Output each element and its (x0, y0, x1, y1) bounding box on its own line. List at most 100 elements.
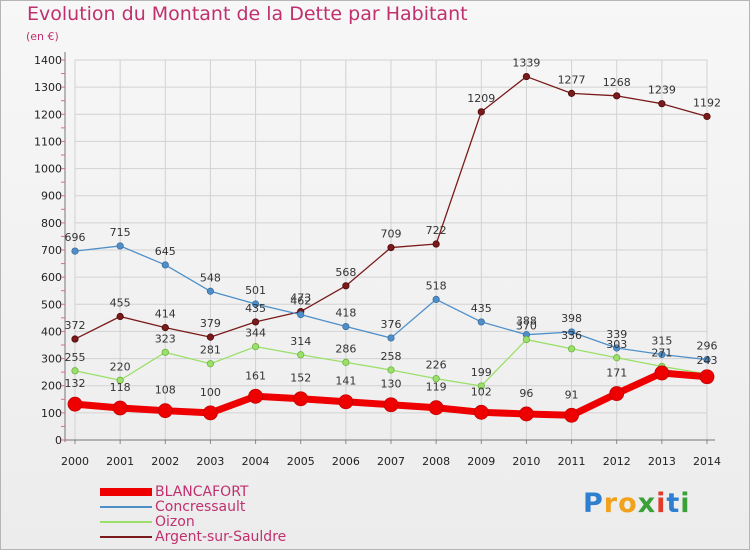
data-label-oizon: 303 (606, 338, 627, 351)
data-point-argent-sur-sauldre (116, 312, 124, 321)
data-label-blancafort: 130 (381, 378, 402, 391)
logo-letter: o (618, 488, 638, 519)
data-label-blancafort: 161 (245, 369, 266, 382)
data-point-blancafort (564, 407, 579, 423)
y-tick-label: 1100 (34, 135, 62, 148)
data-label-concressault: 501 (245, 284, 266, 297)
data-point-concressault (432, 295, 440, 303)
legend-item: Oizon (100, 514, 360, 530)
logo-letter: i (680, 488, 691, 519)
data-label-oizon: 314 (290, 335, 311, 348)
y-tick-label: 1000 (34, 163, 62, 176)
data-label-concressault: 548 (200, 271, 221, 284)
proxiti-logo: Proxiti (583, 488, 691, 519)
data-label-blancafort: 118 (110, 381, 131, 394)
data-label-oizon: 286 (335, 342, 356, 355)
logo-letter: i (656, 488, 667, 519)
data-point-argent-sur-sauldre (567, 89, 576, 97)
data-point-blancafort (654, 365, 670, 381)
data-point-blancafort (338, 394, 354, 410)
data-label-oizon: 220 (110, 360, 131, 373)
data-point-argent-sur-sauldre (387, 243, 395, 252)
data-label-argent-sur-sauldre: 372 (65, 319, 86, 332)
data-label-blancafort: 91 (565, 388, 579, 401)
logo-letter: r (603, 488, 619, 519)
legend-swatch (100, 536, 152, 538)
x-tick-label: 2013 (648, 455, 676, 468)
data-label-blancafort: 141 (335, 375, 356, 388)
data-label-blancafort: 119 (426, 381, 447, 394)
data-label-argent-sur-sauldre: 473 (290, 292, 311, 305)
data-point-argent-sur-sauldre (432, 240, 440, 248)
data-point-concressault (567, 328, 576, 336)
data-point-concressault (161, 261, 169, 269)
data-label-blancafort: 132 (65, 377, 86, 390)
data-label-concressault: 339 (606, 328, 627, 341)
y-tick-label: 200 (41, 380, 62, 393)
data-label-concressault: 435 (471, 302, 492, 315)
x-tick-label: 2002 (151, 455, 179, 468)
data-point-blancafort (473, 404, 489, 420)
x-tick-label: 2011 (558, 455, 586, 468)
data-point-oizon (567, 345, 576, 353)
data-label-oizon: 255 (65, 351, 86, 364)
y-tick-label: 0 (55, 434, 62, 447)
data-point-blancafort (699, 369, 715, 385)
data-point-concressault (116, 242, 124, 250)
data-point-oizon (116, 376, 124, 384)
x-tick-label: 2014 (693, 455, 721, 468)
data-point-oizon (161, 348, 169, 356)
legend-item: BLANCAFORT (100, 484, 360, 500)
data-label-argent-sur-sauldre: 379 (200, 317, 221, 330)
legend-swatch (100, 506, 152, 508)
data-label-oizon: 243 (697, 354, 718, 367)
x-tick-label: 2004 (242, 455, 270, 468)
data-point-oizon (432, 375, 440, 383)
legend-item: Concressault (100, 499, 360, 515)
data-point-blancafort (428, 400, 444, 416)
data-label-concressault: 388 (516, 315, 537, 328)
data-point-concressault (297, 310, 305, 319)
data-label-argent-sur-sauldre: 1339 (512, 57, 540, 70)
data-label-argent-sur-sauldre: 1268 (603, 76, 631, 89)
y-tick-label: 600 (41, 271, 62, 284)
data-label-concressault: 418 (335, 307, 356, 320)
data-point-oizon (251, 343, 260, 351)
data-label-concressault: 696 (65, 231, 86, 244)
data-point-oizon (387, 366, 395, 374)
data-point-argent-sur-sauldre (658, 100, 666, 108)
data-point-argent-sur-sauldre (613, 92, 621, 100)
y-tick-label: 1200 (34, 108, 62, 121)
chart-subtitle: (en €) (26, 30, 59, 43)
data-point-oizon (522, 335, 531, 344)
data-label-concressault: 715 (110, 226, 131, 239)
x-tick-label: 2006 (332, 455, 360, 468)
data-label-concressault: 376 (381, 318, 402, 331)
y-tick-label: 100 (41, 407, 62, 420)
data-point-oizon (613, 354, 621, 362)
x-tick-label: 2003 (196, 455, 224, 468)
data-point-blancafort (609, 386, 625, 401)
x-tick-label: 2000 (61, 455, 89, 468)
x-tick-label: 2009 (467, 455, 495, 468)
y-tick-label: 500 (41, 298, 62, 311)
data-label-argent-sur-sauldre: 1277 (558, 73, 586, 86)
data-label-blancafort: 100 (200, 386, 221, 399)
data-label-concressault: 518 (426, 279, 447, 292)
data-label-oizon: 336 (561, 329, 582, 342)
x-tick-label: 2008 (422, 455, 450, 468)
x-tick-label: 2012 (603, 455, 631, 468)
data-point-concressault (658, 350, 666, 359)
data-label-argent-sur-sauldre: 455 (110, 297, 131, 310)
x-tick-label: 2005 (287, 455, 315, 468)
legend-label: BLANCAFORT (155, 484, 249, 500)
data-point-argent-sur-sauldre (703, 112, 711, 121)
data-point-blancafort (519, 406, 534, 422)
data-label-argent-sur-sauldre: 1192 (693, 96, 721, 109)
x-tick-label: 2010 (512, 455, 540, 468)
data-label-blancafort: 152 (290, 372, 311, 385)
logo-letter: t (666, 488, 681, 519)
data-point-argent-sur-sauldre (206, 333, 215, 341)
data-label-argent-sur-sauldre: 414 (155, 308, 176, 321)
